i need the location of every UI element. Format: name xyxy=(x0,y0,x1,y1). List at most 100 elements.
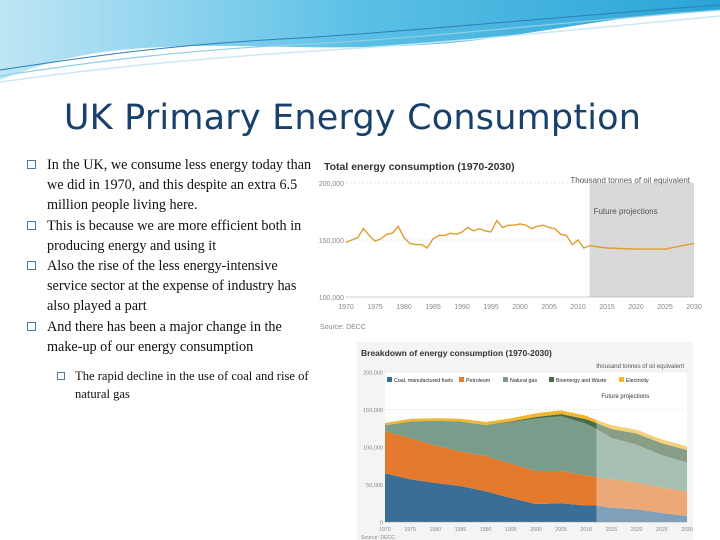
bullet-list: In the UK, we consume less energy today … xyxy=(27,155,315,403)
bullet-box-icon xyxy=(27,321,36,331)
data-point xyxy=(693,242,695,245)
y-tick-label: 200,000 xyxy=(363,371,383,377)
data-point xyxy=(542,224,544,226)
x-tick-label: 2020 xyxy=(631,527,643,533)
y-tick-label: 150,000 xyxy=(319,238,344,245)
legend-swatch xyxy=(619,377,624,382)
legend-label: Petroleum xyxy=(466,378,491,384)
source-label: Source: DECC xyxy=(361,535,395,540)
data-point xyxy=(571,243,573,246)
chart-title: Breakdown of energy consumption (1970-20… xyxy=(361,348,552,358)
x-tick-label: 1985 xyxy=(425,304,441,311)
data-point xyxy=(513,224,515,226)
x-tick-label: 1975 xyxy=(404,527,416,533)
x-tick-label: 2000 xyxy=(530,527,542,533)
data-point xyxy=(357,237,359,239)
area-series xyxy=(385,473,687,522)
data-point xyxy=(432,238,434,240)
data-point xyxy=(467,226,469,229)
unit-label: thousand tonnes of oil equivalent xyxy=(596,364,684,370)
area-series xyxy=(385,414,687,463)
area-series xyxy=(385,416,687,492)
area-series xyxy=(385,431,687,516)
total-energy-line-chart: Total energy consumption (1970-2030) Fut… xyxy=(316,155,708,337)
data-point xyxy=(403,237,405,239)
bullet-box-icon xyxy=(27,220,36,230)
x-tick-label: 2030 xyxy=(686,304,702,311)
x-tick-label: 2025 xyxy=(656,527,668,533)
data-point xyxy=(374,240,376,242)
data-point xyxy=(473,230,475,232)
y-tick-label: 50,000 xyxy=(366,483,383,489)
y-tick-label: 100,000 xyxy=(319,295,344,302)
bullet-item: In the UK, we consume less energy today … xyxy=(27,155,315,216)
y-tick-label: 150,000 xyxy=(363,408,383,414)
data-point xyxy=(351,239,353,241)
x-tick-label: 1995 xyxy=(483,304,499,311)
data-point xyxy=(461,231,463,233)
x-tick-label: 1980 xyxy=(396,304,412,311)
data-point xyxy=(536,225,538,227)
data-point xyxy=(386,233,388,235)
x-tick-label: 2005 xyxy=(555,527,567,533)
data-point xyxy=(397,225,399,227)
data-point xyxy=(426,247,428,249)
data-point xyxy=(420,243,422,246)
x-tick-label: 1985 xyxy=(455,527,467,533)
data-point xyxy=(606,247,608,249)
y-tick-label: 200,000 xyxy=(319,181,344,188)
bullet-item: This is because we are more efficient bo… xyxy=(27,216,315,256)
slide-title: UK Primary Energy Consumption xyxy=(63,98,642,138)
data-point xyxy=(507,224,509,226)
legend-label: Bioenergy and Waste xyxy=(556,378,607,384)
legend-label: Electricity xyxy=(626,378,649,384)
area-series xyxy=(385,410,687,450)
data-point xyxy=(415,243,417,246)
data-point xyxy=(548,226,550,229)
data-point xyxy=(345,241,347,243)
bullet-text: And there has been a major change in the… xyxy=(47,318,282,355)
chart-title: Total energy consumption (1970-2030) xyxy=(324,161,515,173)
x-tick-label: 1995 xyxy=(505,527,517,533)
legend-label: Coal, manufactured fuels xyxy=(394,378,453,384)
x-tick-label: 2020 xyxy=(628,304,644,311)
energy-breakdown-area-chart: Breakdown of energy consumption (1970-20… xyxy=(357,342,693,540)
data-point xyxy=(589,245,591,247)
data-point xyxy=(449,232,451,234)
legend-swatch xyxy=(503,377,508,382)
legend-label: Natural gas xyxy=(510,378,537,384)
y-tick-label: 0 xyxy=(380,521,383,527)
data-point xyxy=(577,239,579,241)
projection-overlay xyxy=(596,372,687,522)
source-label: Source: DECC xyxy=(320,324,366,331)
data-point xyxy=(438,234,440,237)
x-tick-label: 1980 xyxy=(430,527,442,533)
bullet-text: This is because we are more efficient bo… xyxy=(47,217,302,254)
x-tick-label: 1970 xyxy=(338,304,354,311)
data-point xyxy=(635,248,637,250)
bullet-box-icon xyxy=(27,160,36,169)
x-tick-label: 2025 xyxy=(657,304,673,311)
bullet-item: And there has been a major change in the… xyxy=(27,317,315,357)
x-tick-label: 2015 xyxy=(606,527,618,533)
data-point xyxy=(554,228,556,230)
data-point xyxy=(380,238,382,240)
x-tick-label: 2015 xyxy=(599,304,615,311)
legend-swatch xyxy=(549,377,554,382)
projection-label: Future projections xyxy=(601,394,649,400)
x-tick-label: 1990 xyxy=(454,304,470,311)
data-point xyxy=(565,234,567,237)
sub-bullet-item: The rapid decline in the use of coal and… xyxy=(57,367,315,403)
data-point xyxy=(484,230,486,232)
sub-bullet-text: The rapid decline in the use of coal and… xyxy=(75,369,309,402)
data-point xyxy=(560,233,562,235)
data-point xyxy=(490,231,492,233)
data-point xyxy=(664,248,666,250)
bullet-box-icon xyxy=(27,261,36,271)
x-tick-label: 1990 xyxy=(480,527,492,533)
data-point xyxy=(502,226,504,229)
x-tick-label: 2005 xyxy=(541,304,557,311)
x-tick-label: 2010 xyxy=(570,304,586,311)
data-point xyxy=(478,228,480,230)
data-point xyxy=(409,242,411,245)
